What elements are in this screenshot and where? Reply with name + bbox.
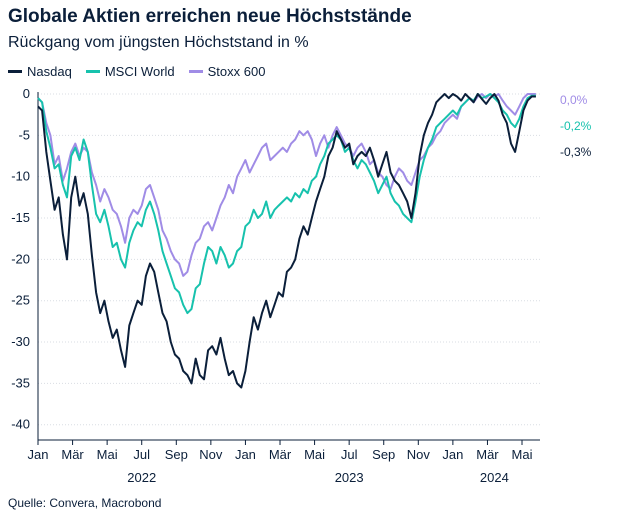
source-note: Quelle: Convera, Macrobond (8, 496, 162, 510)
chart-title: Globale Aktien erreichen neue Höchststän… (8, 6, 412, 27)
end-label-nasdaq: -0,3% (560, 145, 592, 159)
x-tick-label: Jul (133, 447, 150, 462)
x-tick-label: Mär (61, 447, 84, 462)
legend-label-stoxx-600: Stoxx 600 (207, 64, 266, 79)
series-line-nasdaq (37, 93, 536, 389)
legend: Nasdaq MSCI World Stoxx 600 (8, 64, 265, 79)
x-tick-label: Nov (199, 447, 223, 462)
end-label-msci-world: -0,2% (560, 119, 592, 133)
x-tick-label: Sep (165, 447, 188, 462)
series-line-msci-world (37, 93, 536, 315)
chart-subtitle: Rückgang vom jüngsten Höchststand in % (8, 34, 309, 51)
x-tick-label: Nov (407, 447, 431, 462)
legend-swatch-stoxx-600 (188, 70, 203, 73)
x-tick-label: Jan (28, 447, 49, 462)
legend-swatch-msci-world (85, 70, 100, 73)
end-label-stoxx-600: 0,0% (560, 93, 588, 107)
x-tick-label: Jan (442, 447, 463, 462)
x-tick-label: Mai (512, 447, 533, 462)
y-tick-label: -40 (11, 417, 30, 432)
y-tick-label: -10 (11, 169, 30, 184)
x-tick-label: Mär (269, 447, 292, 462)
x-year-label: 2024 (480, 470, 509, 485)
y-tick-label: -30 (11, 334, 30, 349)
y-tick-label: -15 (11, 210, 30, 225)
x-tick-label: Jul (341, 447, 358, 462)
legend-label-nasdaq: Nasdaq (27, 64, 72, 79)
y-tick-label: -25 (11, 293, 30, 308)
x-tick-label: Jan (235, 447, 256, 462)
x-tick-label: Mai (97, 447, 118, 462)
x-year-label: 2023 (335, 470, 364, 485)
grid-lines (38, 93, 540, 426)
x-tick-label: Sep (372, 447, 395, 462)
y-tick-label: 0 (23, 86, 30, 101)
y-tick-label: -20 (11, 251, 30, 266)
series-lines (37, 93, 536, 389)
legend-item-msci-world: MSCI World (85, 64, 175, 79)
y-tick-label: -5 (18, 127, 30, 142)
y-tick-label: -35 (11, 375, 30, 390)
x-tick-label: Mär (476, 447, 499, 462)
legend-swatch-nasdaq (8, 70, 22, 73)
x-axis: Jan Mär Mai Jul Sep Nov Jan Mär Mai Jul Sep Nov Jan M… (28, 439, 540, 485)
x-tick-label: Mai (304, 447, 325, 462)
series-line-stoxx-600 (37, 93, 536, 277)
end-labels: 0,0% -0,2% -0,3% (560, 93, 592, 159)
x-year-label: 2022 (127, 470, 156, 485)
legend-item-nasdaq: Nasdaq (8, 64, 72, 79)
legend-item-stoxx-600: Stoxx 600 (188, 64, 266, 79)
legend-label-msci-world: MSCI World (104, 64, 175, 79)
y-axis: 0 -5 -10 -15 -20 -25 -30 -35 -40 (11, 86, 39, 440)
